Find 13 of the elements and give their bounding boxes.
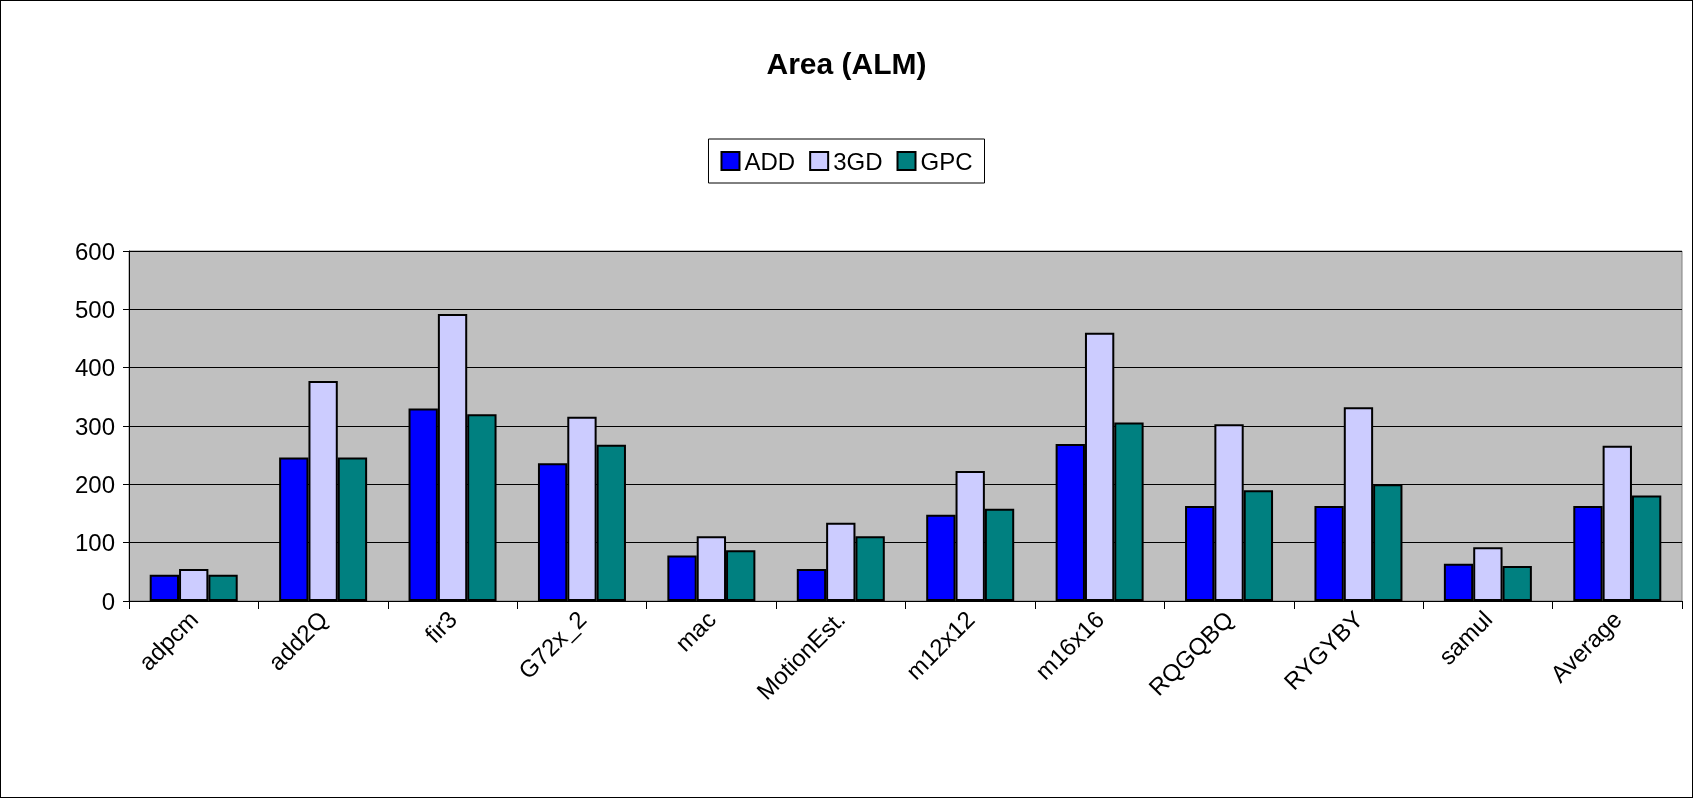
x-tick-label: fir3: [419, 605, 463, 649]
y-tick-label: 100: [74, 529, 115, 557]
y-tick-label: 600: [74, 237, 115, 265]
legend-label: 3GD: [833, 147, 883, 175]
y-tick-label: 400: [74, 354, 115, 382]
y-tick-label: 200: [74, 470, 115, 498]
x-tick-label: mac: [669, 605, 721, 657]
chart-title: Area (ALM): [766, 46, 927, 80]
legend-label: ADD: [744, 147, 796, 175]
y-tick-label: 500: [74, 295, 115, 323]
legend-label: GPC: [920, 147, 973, 175]
y-tick-label: 300: [74, 412, 115, 440]
y-tick-label: 0: [101, 587, 115, 615]
